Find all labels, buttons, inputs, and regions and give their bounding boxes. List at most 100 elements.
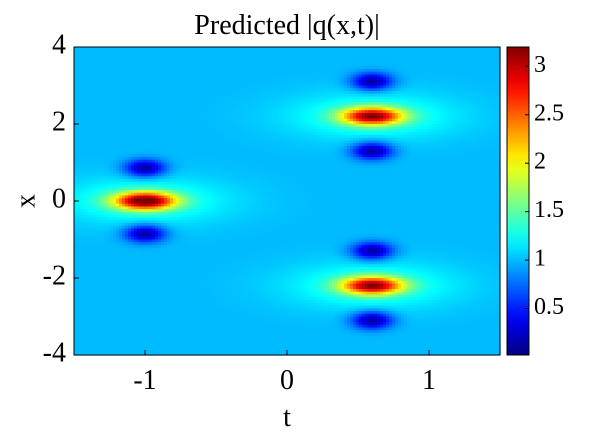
heatmap-cell (329, 71, 333, 76)
heatmap-cell (110, 77, 114, 81)
heatmap-cell (473, 49, 477, 54)
heatmap-cell (458, 52, 462, 56)
heatmap-cell (323, 69, 327, 73)
heatmap-cell (293, 66, 297, 70)
heatmap-cell (254, 63, 258, 67)
heatmap-cell (443, 60, 447, 65)
heatmap-cell (122, 63, 126, 67)
heatmap-cell (425, 69, 429, 73)
heatmap-cell (293, 55, 297, 59)
heatmap-cell (485, 58, 489, 62)
heatmap-cell (137, 74, 141, 78)
heatmap-cell (284, 66, 288, 70)
heatmap-cell (359, 66, 363, 70)
heatmap-cell (416, 74, 420, 78)
heatmap-cell (200, 63, 204, 67)
heatmap-cell (347, 47, 351, 51)
heatmap-cell (149, 63, 153, 67)
heatmap-cell (167, 69, 171, 73)
heatmap-cell (332, 69, 336, 73)
heatmap-cell (497, 63, 501, 67)
heatmap-cell (425, 66, 429, 70)
heatmap-cell (215, 71, 219, 76)
heatmap-cell (128, 63, 132, 67)
heatmap-cell (365, 55, 369, 59)
heatmap-cell (86, 52, 90, 56)
heatmap-cell (404, 47, 408, 51)
heatmap-cell (272, 74, 276, 78)
heatmap-cell (218, 47, 222, 51)
heatmap-cell (377, 66, 381, 70)
heatmap-cell (488, 58, 492, 62)
heatmap-cell (209, 63, 213, 67)
heatmap-cell (464, 63, 468, 67)
heatmap-cell (152, 63, 156, 67)
heatmap-cell (380, 52, 384, 56)
heatmap-cell (494, 60, 498, 65)
heatmap-cell (431, 55, 435, 59)
heatmap-cell (365, 58, 369, 62)
heatmap-cell (299, 74, 303, 78)
heatmap-cell (245, 71, 249, 76)
heatmap-cell (212, 60, 216, 65)
heatmap-cell (116, 63, 120, 67)
heatmap-cell (206, 49, 210, 54)
heatmap-cell (467, 63, 471, 67)
heatmap-cell (86, 63, 90, 67)
heatmap-cell (290, 49, 294, 54)
heatmap-cell (170, 63, 174, 67)
heatmap-cell (452, 47, 456, 51)
heatmap-cell (311, 52, 315, 56)
heatmap-cell (455, 71, 459, 76)
heatmap-cell (470, 58, 474, 62)
heatmap-cell (233, 74, 237, 78)
heatmap-cell (491, 49, 495, 54)
heatmap-cell (98, 71, 102, 76)
heatmap-cell (77, 71, 81, 76)
heatmap-cell (170, 77, 174, 81)
heatmap-cell (113, 47, 117, 51)
heatmap-cell (116, 77, 120, 81)
heatmap-cell (464, 55, 468, 59)
heatmap-cell (128, 49, 132, 54)
heatmap-cell (194, 69, 198, 73)
heatmap-cell (155, 71, 159, 76)
heatmap-cell (488, 47, 492, 51)
heatmap-cell (479, 60, 483, 65)
heatmap-cell (452, 52, 456, 56)
heatmap-cell (431, 69, 435, 73)
heatmap-cell (233, 49, 237, 54)
heatmap-cell (80, 49, 84, 54)
heatmap-cell (311, 66, 315, 70)
heatmap-cell (281, 63, 285, 67)
heatmap-cell (455, 49, 459, 54)
heatmap-cell (251, 55, 255, 59)
heatmap-cell (242, 52, 246, 56)
heatmap-cell (362, 71, 366, 76)
heatmap-cell (386, 52, 390, 56)
heatmap-cell (281, 49, 285, 54)
heatmap-cell (434, 60, 438, 65)
heatmap-cell (464, 71, 468, 76)
heatmap-cell (446, 71, 450, 76)
heatmap-cell (371, 47, 375, 51)
heatmap-cell (335, 74, 339, 78)
heatmap-cell (146, 58, 150, 62)
heatmap-cell (461, 58, 465, 62)
heatmap-cell (200, 71, 204, 76)
heatmap-cell (353, 74, 357, 78)
heatmap-cell (107, 69, 111, 73)
heatmap-cell (140, 60, 144, 65)
heatmap-cell (167, 55, 171, 59)
heatmap-cell (80, 77, 84, 81)
heatmap-cell (110, 60, 114, 65)
heatmap-cell (392, 49, 396, 54)
heatmap-cell (155, 66, 159, 70)
heatmap-cell (329, 52, 333, 56)
heatmap-cell (98, 49, 102, 54)
heatmap-cell (278, 63, 282, 67)
heatmap-cell (203, 58, 207, 62)
heatmap-cell (476, 66, 480, 70)
heatmap-cell (446, 47, 450, 51)
heatmap-cell (194, 60, 198, 65)
